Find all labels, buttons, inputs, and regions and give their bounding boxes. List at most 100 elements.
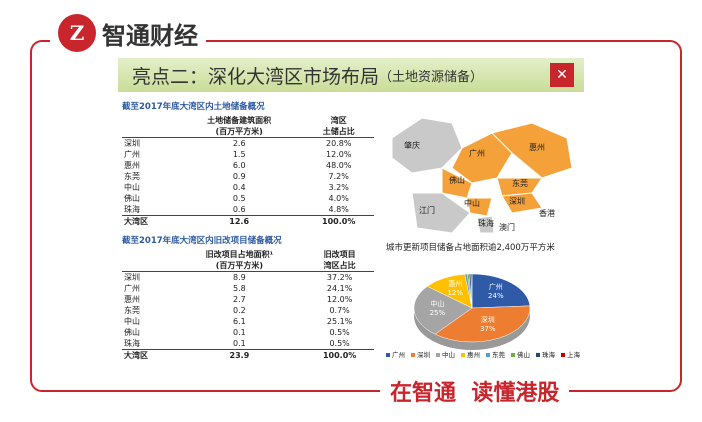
row: 大湾区 23.9 100.0% bbox=[122, 349, 374, 361]
cell: 8.9 bbox=[233, 273, 246, 282]
slide-title: 亮点二：深化大湾区市场布局 bbox=[132, 65, 380, 88]
header-cell bbox=[122, 249, 174, 272]
legend-swatch bbox=[486, 353, 490, 357]
icon: ✕ bbox=[550, 63, 574, 87]
cell: 0.9 bbox=[232, 172, 246, 181]
cell: 4.8% bbox=[328, 205, 349, 214]
row: 中山 6.1 25.1% bbox=[122, 316, 374, 327]
legend-label: 惠州 bbox=[467, 350, 480, 359]
cell: 东莞 bbox=[124, 172, 140, 181]
map-label: 珠海 bbox=[478, 218, 494, 228]
table-title: 截至2017年底大湾区内旧改项目储备概况 bbox=[122, 236, 282, 246]
cell: 大湾区 bbox=[122, 215, 175, 227]
header-cell: 湾区 土储占比 bbox=[303, 115, 374, 138]
pie-slice bbox=[471, 273, 531, 309]
pie-slice bbox=[470, 273, 473, 309]
slice-name: 广州 bbox=[489, 282, 503, 291]
legend-swatch bbox=[511, 353, 515, 357]
cell: 中山 bbox=[124, 317, 140, 326]
row: 佛山 0.5 4.0% bbox=[122, 193, 374, 204]
table-block: 截至2017年底大湾区内旧改项目储备概况旧改项目占地面积¹ (百万平方米) 旧改项… bbox=[122, 234, 374, 361]
pie-chart: 城市更新项目储备占地面积逾2,400万平方米广州24%深圳37%中山25%惠州1… bbox=[386, 242, 581, 359]
cell: 佛山 bbox=[124, 194, 140, 203]
cell: 12.0% bbox=[326, 150, 352, 159]
pie-slice bbox=[413, 286, 473, 335]
slice-label: 24% bbox=[488, 292, 504, 300]
header-row: 土地储备建筑面积 (百万平方米) 湾区 土储占比 bbox=[122, 115, 374, 138]
title-bar: 亮点二：深化大湾区市场布局 （土地资源储备） ✕ bbox=[118, 58, 584, 92]
table: 旧改项目占地面积¹ (百万平方米) 旧改项目 湾区占比 深圳 8.9 37.2% 广州 5.… bbox=[122, 249, 374, 361]
legend-label: 上海 bbox=[567, 350, 581, 359]
cell: 23.9 bbox=[173, 349, 306, 361]
map-label: 惠州 bbox=[529, 142, 545, 152]
header-cell: 旧改项目占地面积¹ (百万平方米) bbox=[173, 249, 306, 272]
cell: 大湾区 bbox=[122, 349, 174, 361]
map-label: 香港 bbox=[539, 208, 555, 218]
cell: 惠州 bbox=[124, 295, 140, 304]
cell: 7.2% bbox=[328, 172, 349, 181]
cell: 珠海 bbox=[124, 339, 140, 348]
cell: 20.8% bbox=[326, 139, 352, 148]
cell: 1.5 bbox=[232, 150, 246, 159]
row: 珠海 0.1 0.5% bbox=[122, 338, 374, 350]
legend-swatch bbox=[561, 353, 565, 357]
cell: 24.1% bbox=[326, 284, 353, 293]
cell: 佛山 bbox=[124, 328, 140, 337]
cell: 0.5% bbox=[329, 339, 350, 348]
logo-text: 智通财经 bbox=[102, 21, 198, 50]
cell: 中山 bbox=[124, 183, 140, 192]
legend-label: 东莞 bbox=[492, 350, 506, 359]
slice-label: 37% bbox=[480, 325, 496, 333]
cell: 2.6 bbox=[232, 139, 246, 148]
logo: Z 智通财经 bbox=[50, 14, 206, 52]
row: 深圳 8.9 37.2% bbox=[122, 272, 374, 284]
map-label: 佛山 bbox=[449, 175, 465, 185]
legend-label: 广州 bbox=[392, 350, 405, 359]
cell: 12.0% bbox=[326, 295, 353, 304]
cell: 6.0 bbox=[232, 161, 246, 170]
row: 佛山 0.1 0.5% bbox=[122, 327, 374, 338]
map-label: 深圳 bbox=[509, 196, 525, 206]
cell: 深圳 bbox=[124, 273, 140, 282]
row: 东莞 0.9 7.2% bbox=[122, 171, 374, 182]
legend-label: 深圳 bbox=[417, 350, 430, 359]
cell: 0.5 bbox=[232, 194, 246, 203]
legend-label: 中山 bbox=[442, 350, 455, 359]
cell: 惠州 bbox=[124, 161, 140, 170]
row: 珠海 0.6 4.8% bbox=[122, 204, 374, 216]
cell: 0.2 bbox=[233, 306, 246, 315]
pie-slice bbox=[434, 305, 531, 343]
map-label: 江门 bbox=[419, 205, 435, 215]
legend-swatch bbox=[461, 353, 465, 357]
slice-name: 惠州 bbox=[448, 279, 462, 288]
cell: 广州 bbox=[124, 284, 140, 293]
legend-swatch bbox=[436, 353, 440, 357]
cell: 25.1% bbox=[326, 317, 353, 326]
cell: 100.0% bbox=[305, 349, 374, 361]
row: 惠州 2.7 12.0% bbox=[122, 294, 374, 305]
cell: 3.2% bbox=[328, 183, 349, 192]
cell: 东莞 bbox=[124, 306, 140, 315]
legend-label: 珠海 bbox=[542, 350, 556, 359]
row: 广州 5.8 24.1% bbox=[122, 283, 374, 294]
logo-mark: Z bbox=[58, 14, 96, 52]
row: 东莞 0.2 0.7% bbox=[122, 305, 374, 316]
cell: 12.6 bbox=[174, 215, 304, 227]
header-cell: 土地储备建筑面积 (百万平方米) bbox=[174, 115, 304, 138]
map-label: 东莞 bbox=[512, 178, 528, 188]
row: 深圳 2.6 20.8% bbox=[122, 138, 374, 150]
slice-name: 深圳 bbox=[481, 315, 495, 324]
frame bbox=[30, 40, 682, 392]
legend-swatch bbox=[536, 353, 540, 357]
cell: 48.0% bbox=[326, 161, 352, 170]
map-label: 肇庆 bbox=[404, 140, 420, 150]
table-title: 截至2017年底大湾区内土地储备概况 bbox=[122, 102, 265, 112]
map-label: 澳门 bbox=[499, 222, 515, 232]
row: 广州 1.5 12.0% bbox=[122, 149, 374, 160]
header-cell: 旧改项目 湾区占比 bbox=[305, 249, 374, 272]
cell: 6.1 bbox=[233, 317, 246, 326]
cell: 4.0% bbox=[328, 194, 349, 203]
row: 惠州 6.0 48.0% bbox=[122, 160, 374, 171]
